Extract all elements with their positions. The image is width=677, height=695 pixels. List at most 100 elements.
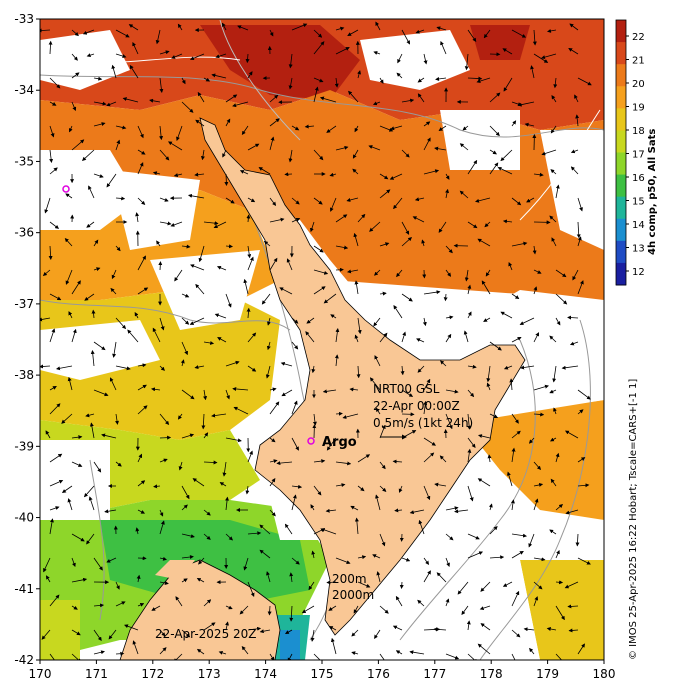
colorbar-tick-label: 12 <box>632 267 645 278</box>
current-vector <box>247 71 253 79</box>
current-vector <box>71 629 81 636</box>
current-vector <box>247 581 255 597</box>
current-vector <box>423 400 428 415</box>
current-vector <box>259 524 271 535</box>
current-vector <box>379 332 388 343</box>
current-vector <box>137 384 147 391</box>
current-vector <box>159 520 165 535</box>
current-vector <box>395 650 403 655</box>
current-vector <box>115 413 120 425</box>
x-axis: 170 171 172 173 174 175 176 177 178 179 180 <box>29 660 615 681</box>
current-vector <box>569 23 579 31</box>
current-vector <box>269 94 279 103</box>
current-vector <box>216 265 227 271</box>
current-vector <box>159 435 172 440</box>
y-tick-label: -33 <box>14 12 34 26</box>
current-vector <box>181 504 188 511</box>
current-vector <box>397 53 403 64</box>
current-vector <box>276 461 293 466</box>
current-vector <box>91 309 96 319</box>
current-vector <box>577 557 591 565</box>
x-tick-label: 178 <box>480 667 503 681</box>
current-vector <box>88 496 95 511</box>
current-vector <box>218 650 227 655</box>
contour-2000-label: 2000m <box>332 588 374 602</box>
current-vector <box>159 77 164 93</box>
current-vector <box>467 389 475 398</box>
current-vector <box>409 650 425 655</box>
current-vector <box>190 264 205 271</box>
current-vector <box>289 605 294 622</box>
current-vector <box>375 407 381 415</box>
y-tick-label: -34 <box>14 83 34 97</box>
contour-200-label: 200m <box>332 572 367 586</box>
current-vector <box>555 269 567 278</box>
current-vector <box>409 509 425 515</box>
current-vector <box>423 452 435 463</box>
current-vector <box>239 605 249 615</box>
current-vector <box>90 350 95 367</box>
current-vector <box>379 461 386 470</box>
current-vector <box>328 605 337 611</box>
current-vector <box>445 389 459 394</box>
current-vector <box>325 508 337 513</box>
current-vector <box>575 114 580 127</box>
current-vector <box>423 137 431 151</box>
current-vector <box>459 190 469 199</box>
scale-label: 0.5m/s (1kt 24h) <box>373 416 473 430</box>
current-vector <box>376 571 381 583</box>
current-vector <box>247 332 257 343</box>
current-vector <box>320 528 337 535</box>
current-vector <box>555 605 565 621</box>
current-vector <box>225 621 229 631</box>
current-vector <box>203 533 211 540</box>
current-vector <box>304 124 315 129</box>
current-vector <box>511 533 527 538</box>
current-vector <box>225 244 233 249</box>
colorbar-segment <box>616 64 626 87</box>
current-vector <box>434 482 447 487</box>
current-vector <box>286 258 293 271</box>
current-vector <box>137 509 146 514</box>
current-vector <box>280 361 293 367</box>
current-vector <box>461 605 469 616</box>
current-vector <box>398 485 403 493</box>
current-vector <box>467 448 472 463</box>
current-vector <box>132 640 139 655</box>
current-vector <box>533 412 545 417</box>
current-vector <box>401 221 410 235</box>
current-vector <box>225 94 238 103</box>
current-vector <box>417 365 425 373</box>
current-vector <box>533 269 542 274</box>
y-tick-label: -35 <box>14 154 34 168</box>
current-vector <box>354 334 359 343</box>
current-vector <box>528 437 535 444</box>
x-tick-label: 171 <box>85 667 108 681</box>
current-vector <box>203 221 219 226</box>
current-vector <box>181 293 190 298</box>
current-vector <box>49 149 54 163</box>
current-vector <box>342 413 359 419</box>
current-vector <box>115 581 120 590</box>
current-vector <box>357 213 366 223</box>
colorbar-segment <box>616 130 626 153</box>
current-vector <box>61 413 73 424</box>
current-vector <box>71 139 85 151</box>
current-vector <box>188 193 205 199</box>
current-vector <box>288 77 293 90</box>
current-vector <box>532 245 537 255</box>
current-vector <box>159 647 167 655</box>
colorbar-segment <box>616 86 626 109</box>
current-vector <box>467 653 478 660</box>
current-vector <box>137 480 146 487</box>
current-vector <box>203 622 216 631</box>
current-vector <box>568 628 579 633</box>
current-vector <box>414 197 425 202</box>
current-vector <box>189 53 205 61</box>
current-vector <box>192 478 205 487</box>
current-vector <box>197 91 205 103</box>
current-vector <box>159 50 170 55</box>
x-tick-label: 176 <box>367 667 390 681</box>
current-vector <box>533 332 539 343</box>
